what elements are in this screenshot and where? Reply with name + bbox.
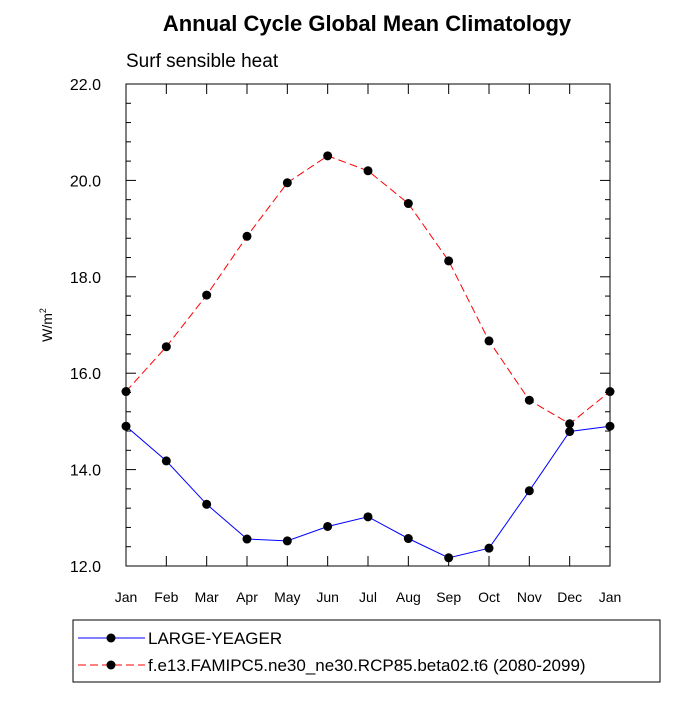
x-tick-label: Aug xyxy=(396,589,421,605)
series-2-point xyxy=(121,387,131,397)
series-2-point xyxy=(161,342,171,352)
x-tick-label: Nov xyxy=(517,589,542,605)
y-tick-label: 20.0 xyxy=(70,173,101,190)
series-2-point xyxy=(242,231,252,241)
x-tick-label: Jun xyxy=(316,589,339,605)
legend-swatch-marker-1 xyxy=(106,633,116,643)
legend: LARGE-YEAGER f.e13.FAMIPC5.ne30_ne30.RCP8… xyxy=(72,619,661,683)
legend-label-2: f.e13.FAMIPC5.ne30_ne30.RCP85.beta02.t6 … xyxy=(148,656,586,675)
series-1-point xyxy=(444,553,454,563)
series-1-point xyxy=(524,486,534,496)
y-tick-label: 22.0 xyxy=(70,77,101,94)
plot-frame xyxy=(125,83,611,567)
series-2-point xyxy=(282,178,292,188)
series-2-point xyxy=(605,387,615,397)
plot-area: 12.0 14.0 16.0 18.0 20.0 22.0 Jan Feb Mar Apr May J… xyxy=(70,77,621,605)
y-axis-label: W/m2 xyxy=(38,308,55,342)
series-2-point xyxy=(403,199,413,209)
series-2-point xyxy=(202,290,212,300)
x-tick-label: Sep xyxy=(436,589,461,605)
series-2-point xyxy=(363,166,373,176)
series-1-point xyxy=(282,536,292,546)
y-tick-label: 12.0 xyxy=(70,559,101,576)
legend-swatch-marker-2 xyxy=(106,660,116,670)
legend-box xyxy=(72,619,661,683)
series-2-point xyxy=(323,151,333,161)
series-1-point xyxy=(403,534,413,544)
series-1-point xyxy=(121,421,131,431)
x-tick-label: Dec xyxy=(557,589,582,605)
x-tick-label: Jan xyxy=(599,589,622,605)
series-2-point xyxy=(524,395,534,405)
y-tick-label: 16.0 xyxy=(70,366,101,383)
series-1-point xyxy=(202,499,212,509)
series-1-point xyxy=(484,543,494,553)
y-axis-label-unit: W/m xyxy=(39,313,55,342)
y-axis-label-exponent: 2 xyxy=(38,308,48,313)
x-tick-label: Jan xyxy=(115,589,138,605)
x-tick-label: Oct xyxy=(478,589,500,605)
series-line-2 xyxy=(125,155,611,425)
x-tick-label: May xyxy=(274,589,300,605)
y-tick-label: 18.0 xyxy=(70,270,101,287)
chart-subtitle: Surf sensible heat xyxy=(126,51,279,72)
y-tick-label: 14.0 xyxy=(70,463,101,480)
series-line-1 xyxy=(125,425,611,559)
series-1-point xyxy=(605,421,615,431)
x-tick-label: Feb xyxy=(154,589,178,605)
x-tick-label: Apr xyxy=(236,589,258,605)
series-1-point xyxy=(161,456,171,466)
series-2-point xyxy=(565,419,575,429)
x-tick-label: Jul xyxy=(359,589,377,605)
series-2-point xyxy=(484,336,494,346)
chart-title: Annual Cycle Global Mean Climatology xyxy=(163,11,572,36)
series-1-point xyxy=(242,534,252,544)
series-2-point xyxy=(444,256,454,266)
series-1-point xyxy=(565,427,575,437)
legend-label-1: LARGE-YEAGER xyxy=(148,629,282,648)
series-1-point xyxy=(363,512,373,522)
series-1-point xyxy=(323,521,333,531)
x-tick-label: Mar xyxy=(195,589,219,605)
